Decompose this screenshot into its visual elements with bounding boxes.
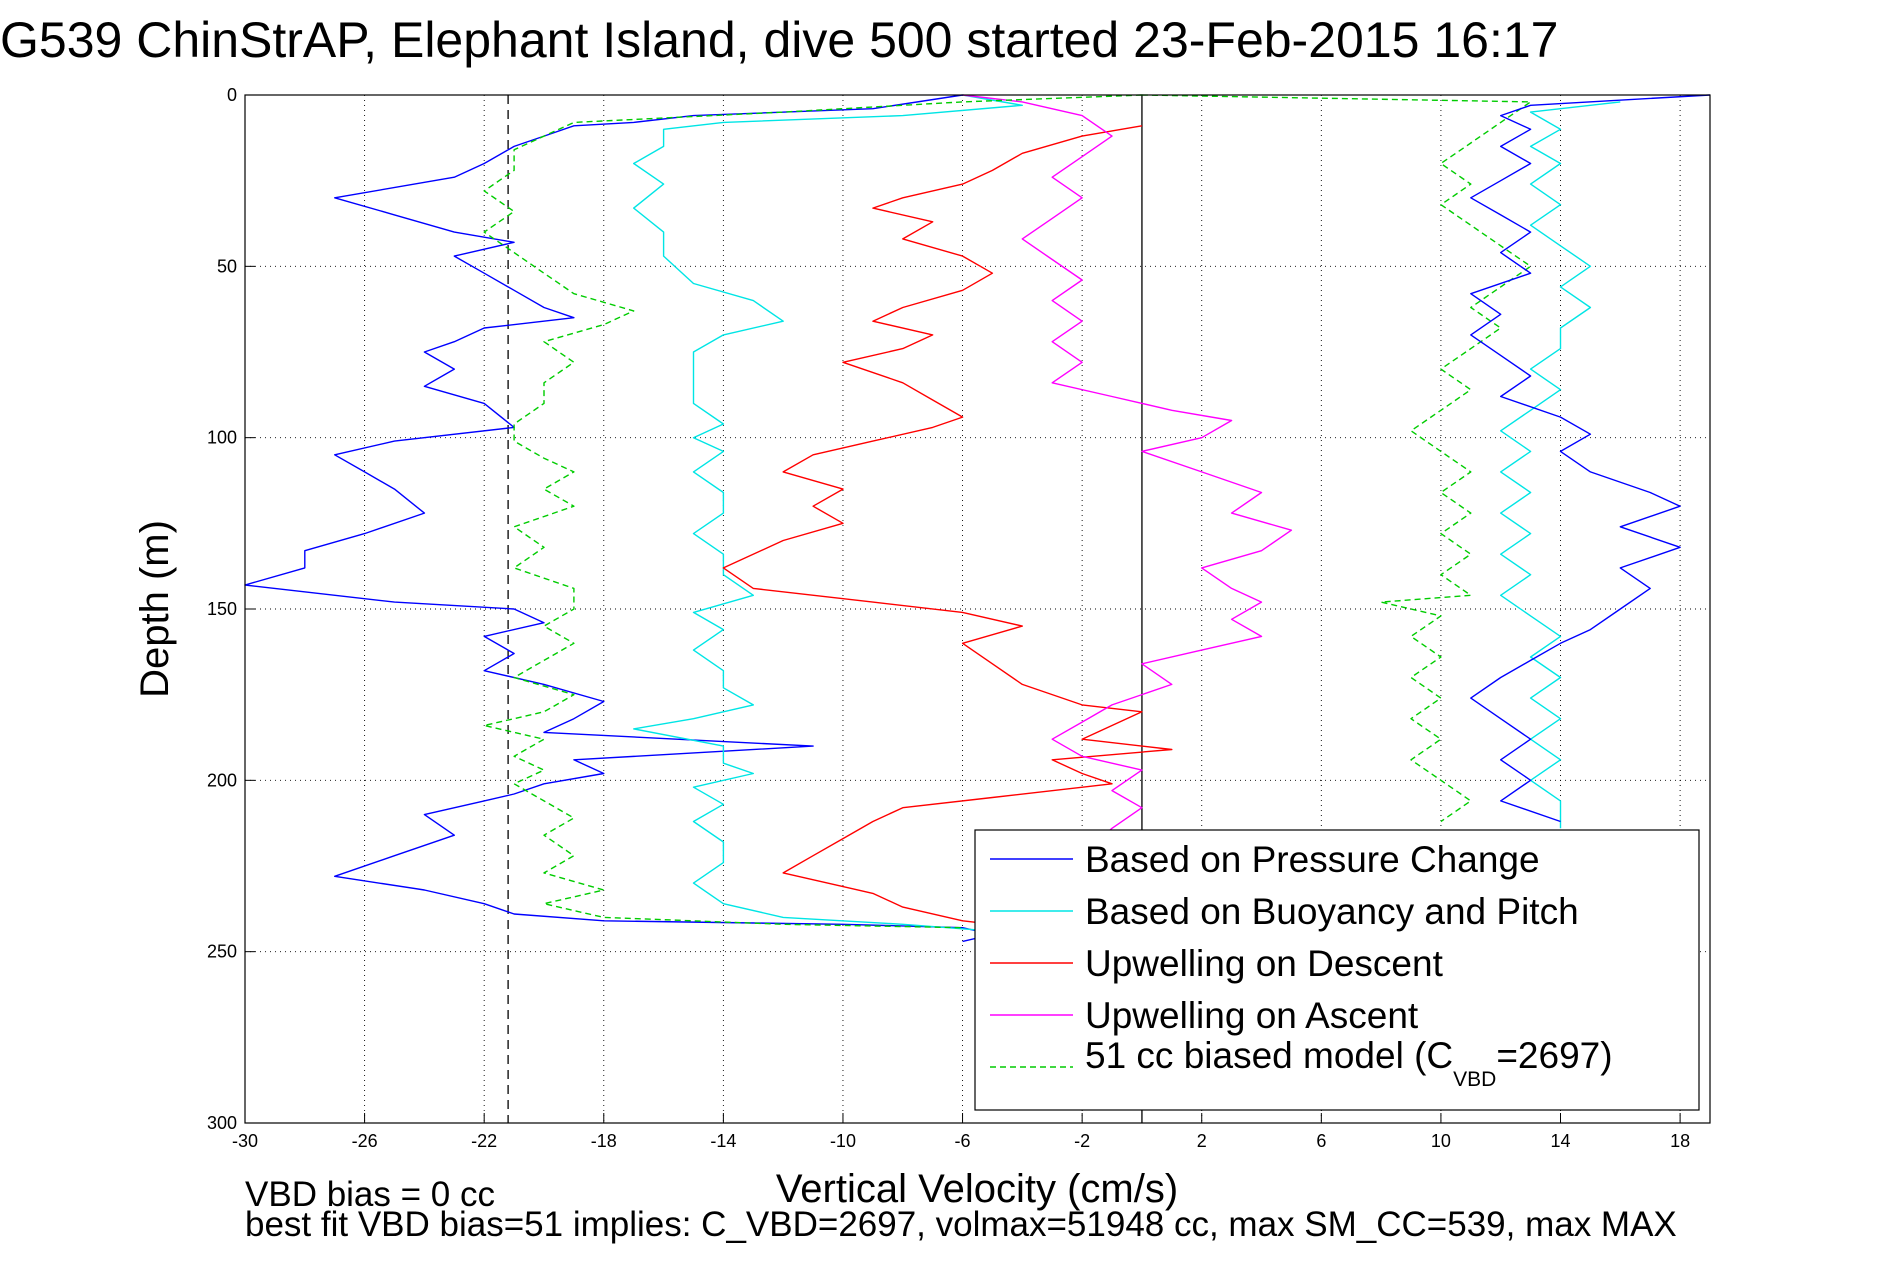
x-tick-label: 14	[1550, 1131, 1570, 1151]
x-axis-label: Vertical Velocity (cm/s)	[776, 1167, 1178, 1211]
series-lines	[244, 94, 1711, 943]
series-line-upwelling-on-descent	[722, 125, 1173, 932]
y-tick-label: 0	[227, 85, 237, 105]
x-tick-label: -30	[232, 1131, 258, 1151]
series-line-51-cc-biased-model-c	[483, 94, 1142, 929]
x-tick-label: -22	[471, 1131, 497, 1151]
legend-label-buoyancy: Based on Buoyancy and Pitch	[1085, 891, 1579, 932]
x-tick-label: -2	[1074, 1131, 1090, 1151]
x-tick-label: 18	[1670, 1131, 1690, 1151]
y-ticks: 0 50 100 150 200 250 300	[207, 85, 255, 1133]
y-tick-label: 150	[207, 599, 237, 619]
x-tick-label: -6	[955, 1131, 971, 1151]
series-line-pressure-ascent	[1470, 94, 1711, 823]
series-line-upwelling-on-ascent	[962, 94, 1293, 939]
series-line-model-ascent	[1141, 94, 1532, 823]
annotation-vbd-bias: VBD bias = 0 cc	[245, 1175, 495, 1214]
y-tick-label: 300	[207, 1113, 237, 1133]
x-tick-label: -26	[352, 1131, 378, 1151]
x-ticks: -30 -26 -22 -18 -14 -10 -6 -2 2 6 10 14 18	[232, 1113, 1690, 1151]
y-tick-label: 100	[207, 428, 237, 448]
series-line-based-on-pressure-change	[244, 94, 994, 943]
x-tick-label: -10	[830, 1131, 856, 1151]
legend-box	[974, 829, 1700, 1111]
chart-title: G539 ChinStrAP, Elephant Island, dive 50…	[0, 12, 1558, 68]
annotation-best-fit: best fit VBD bias=51 implies: C_VBD=2697…	[245, 1205, 1677, 1244]
x-tick-label: 6	[1316, 1131, 1326, 1151]
y-tick-label: 250	[207, 942, 237, 962]
y-axis-label: Depth (m)	[133, 520, 177, 698]
x-tick-label: 2	[1197, 1131, 1207, 1151]
x-tick-label: 10	[1431, 1131, 1451, 1151]
legend-label-ascent: Upwelling on Ascent	[1085, 995, 1419, 1036]
legend-label-model-suffix: =2697)	[1496, 1035, 1612, 1076]
legend: Based on Pressure Change Based on Buoyan…	[974, 829, 1700, 1111]
legend-label-model-subscript: VBD	[1453, 1068, 1496, 1091]
series-line-buoyancy-ascent	[1500, 101, 1621, 829]
y-tick-label: 200	[207, 770, 237, 790]
x-tick-label: -18	[591, 1131, 617, 1151]
legend-label-model-main: 51 cc biased model (C	[1085, 1035, 1453, 1076]
legend-label-model: 51 cc biased model (CVBD=2697)	[1085, 1035, 1613, 1091]
legend-label-pressure: Based on Pressure Change	[1085, 839, 1540, 880]
series-line-based-on-buoyancy-and-pitch	[633, 94, 1023, 932]
y-tick-label: 50	[217, 256, 237, 276]
legend-label-descent: Upwelling on Descent	[1085, 943, 1444, 984]
x-tick-label: -14	[710, 1131, 736, 1151]
